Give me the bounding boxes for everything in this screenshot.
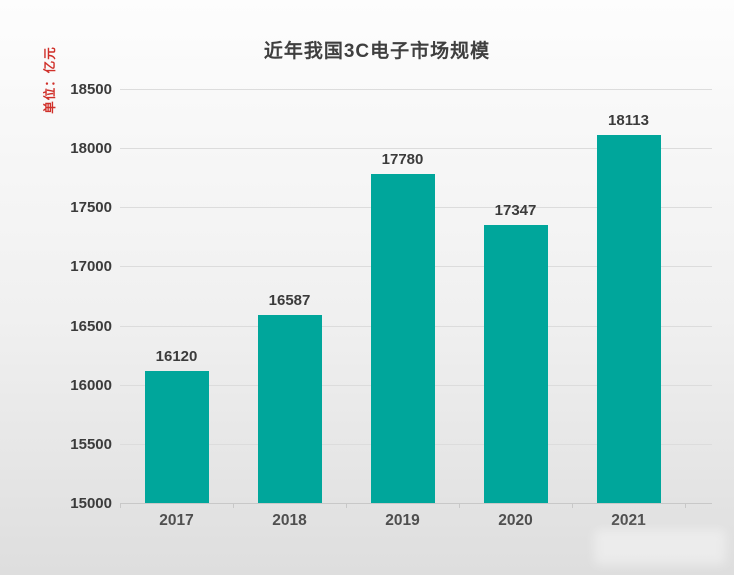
x-axis-label-2018: 2018 xyxy=(272,512,307,529)
bar-value-label: 18113 xyxy=(608,111,649,129)
x-axis-tick xyxy=(233,503,234,508)
y-tick-label: 15500 xyxy=(70,435,112,453)
bar-value-label: 16587 xyxy=(268,292,311,310)
y-tick-label: 15000 xyxy=(70,495,112,512)
y-tick-label: 17500 xyxy=(70,199,112,217)
gridline xyxy=(120,148,712,150)
bar-2021 xyxy=(596,134,661,503)
x-axis-tick xyxy=(572,503,573,508)
gridline xyxy=(120,89,712,90)
y-tick-label: 18000 xyxy=(70,140,112,158)
x-axis-line xyxy=(120,503,712,504)
x-axis-label-2019: 2019 xyxy=(385,512,420,529)
x-axis-label-2020: 2020 xyxy=(498,512,533,529)
y-tick-label: 16000 xyxy=(70,376,112,394)
x-axis-tick xyxy=(346,503,347,508)
bar-value-label: 16120 xyxy=(155,347,198,365)
bar-value-label: 17780 xyxy=(381,151,424,169)
x-axis-tick xyxy=(459,503,460,508)
bar-2020 xyxy=(483,225,548,503)
chart-title: 近年我国3C电子市场规模 xyxy=(263,41,491,62)
bar-2019 xyxy=(370,174,435,503)
y-tick-label: 18500 xyxy=(70,81,112,98)
bar-value-label: 17347 xyxy=(494,202,537,220)
x-axis-label-2017: 2017 xyxy=(159,512,194,529)
bar-2018 xyxy=(257,315,322,503)
watermark xyxy=(594,529,726,565)
x-axis-tick xyxy=(120,503,121,508)
y-tick-label: 17000 xyxy=(70,258,112,276)
x-axis-tick xyxy=(685,503,686,508)
x-axis-label-2021: 2021 xyxy=(611,512,646,529)
y-tick-label: 16500 xyxy=(70,317,112,335)
bar-2017 xyxy=(144,370,209,503)
